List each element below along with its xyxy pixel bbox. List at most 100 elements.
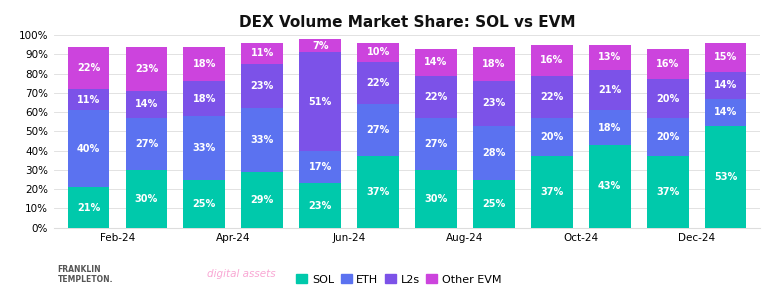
Text: 14%: 14% [714,107,737,117]
Text: 14%: 14% [714,80,737,90]
Text: 20%: 20% [656,132,679,142]
Bar [300,39,341,52]
Text: 33%: 33% [193,143,216,153]
Bar [705,72,746,99]
Bar [357,62,399,105]
Bar [68,187,109,228]
Text: 15%: 15% [714,52,737,62]
Text: 23%: 23% [250,81,274,91]
Text: 28%: 28% [482,147,505,158]
Bar [300,151,341,183]
Title: DEX Volume Market Share: SOL vs EVM: DEX Volume Market Share: SOL vs EVM [239,15,575,30]
Text: 11%: 11% [250,48,274,58]
Bar [68,47,109,89]
Bar [415,118,457,170]
Bar [300,183,341,228]
Bar [184,180,225,228]
Text: 23%: 23% [309,201,332,211]
Bar [589,70,631,110]
Text: 16%: 16% [656,59,679,69]
Text: 43%: 43% [598,181,621,191]
Text: 37%: 37% [540,187,564,197]
Text: 14%: 14% [425,57,448,67]
Text: 30%: 30% [425,194,448,204]
Text: 27%: 27% [135,139,158,149]
Bar [531,76,573,118]
Bar [705,126,746,228]
Bar [531,157,573,228]
Bar [647,79,688,118]
Bar [415,76,457,118]
Text: 22%: 22% [366,78,389,88]
Bar [184,81,225,116]
Text: 53%: 53% [714,172,737,182]
Text: digital assets: digital assets [207,270,276,279]
Text: 27%: 27% [366,126,389,135]
Bar [184,116,225,180]
Text: 25%: 25% [193,199,216,209]
Text: 37%: 37% [656,187,679,197]
Bar [473,47,515,81]
Text: 10%: 10% [366,47,389,58]
Bar [473,180,515,228]
Text: 23%: 23% [482,98,505,108]
Text: 37%: 37% [366,187,389,197]
Text: 30%: 30% [135,194,158,204]
Text: 21%: 21% [598,85,621,95]
Text: 13%: 13% [598,52,621,62]
Bar [705,43,746,72]
Text: 14%: 14% [135,99,158,110]
Bar [357,157,399,228]
Bar [68,89,109,110]
Text: 22%: 22% [540,92,564,102]
Text: 20%: 20% [656,94,679,104]
Bar [647,118,688,157]
Bar [68,110,109,187]
Text: 18%: 18% [482,59,505,69]
Bar [241,172,283,228]
Text: 23%: 23% [135,64,158,74]
Text: 11%: 11% [77,95,100,105]
Text: 27%: 27% [425,139,448,149]
Text: 29%: 29% [250,195,274,205]
Bar [589,145,631,228]
Bar [126,118,167,170]
Bar [357,105,399,157]
Text: 18%: 18% [598,123,621,133]
Bar [184,47,225,81]
Text: 51%: 51% [309,97,332,107]
Bar [357,43,399,62]
Bar [589,110,631,145]
Text: 22%: 22% [425,92,448,102]
Text: 18%: 18% [193,94,216,104]
Text: FRANKLIN
TEMPLETON.: FRANKLIN TEMPLETON. [58,265,113,284]
Text: 7%: 7% [312,41,329,51]
Bar [241,43,283,64]
Bar [415,48,457,76]
Bar [300,52,341,151]
Bar [415,170,457,228]
Bar [126,91,167,118]
Legend: SOL, ETH, L2s, Other EVM: SOL, ETH, L2s, Other EVM [292,270,506,289]
Bar [647,157,688,228]
Bar [647,48,688,79]
Text: 18%: 18% [193,59,216,69]
Bar [531,45,573,76]
Text: 25%: 25% [482,199,505,209]
Text: 20%: 20% [540,132,564,142]
Text: 33%: 33% [250,135,274,145]
Bar [531,118,573,157]
Text: 16%: 16% [540,55,564,65]
Text: 22%: 22% [77,63,100,73]
Bar [126,47,167,91]
Bar [473,81,515,126]
Bar [241,64,283,108]
Bar [705,99,746,126]
Bar [126,170,167,228]
Text: 21%: 21% [77,203,100,213]
Bar [473,126,515,180]
Bar [241,108,283,172]
Text: 40%: 40% [77,144,100,154]
Text: 17%: 17% [309,162,332,172]
Bar [589,45,631,70]
